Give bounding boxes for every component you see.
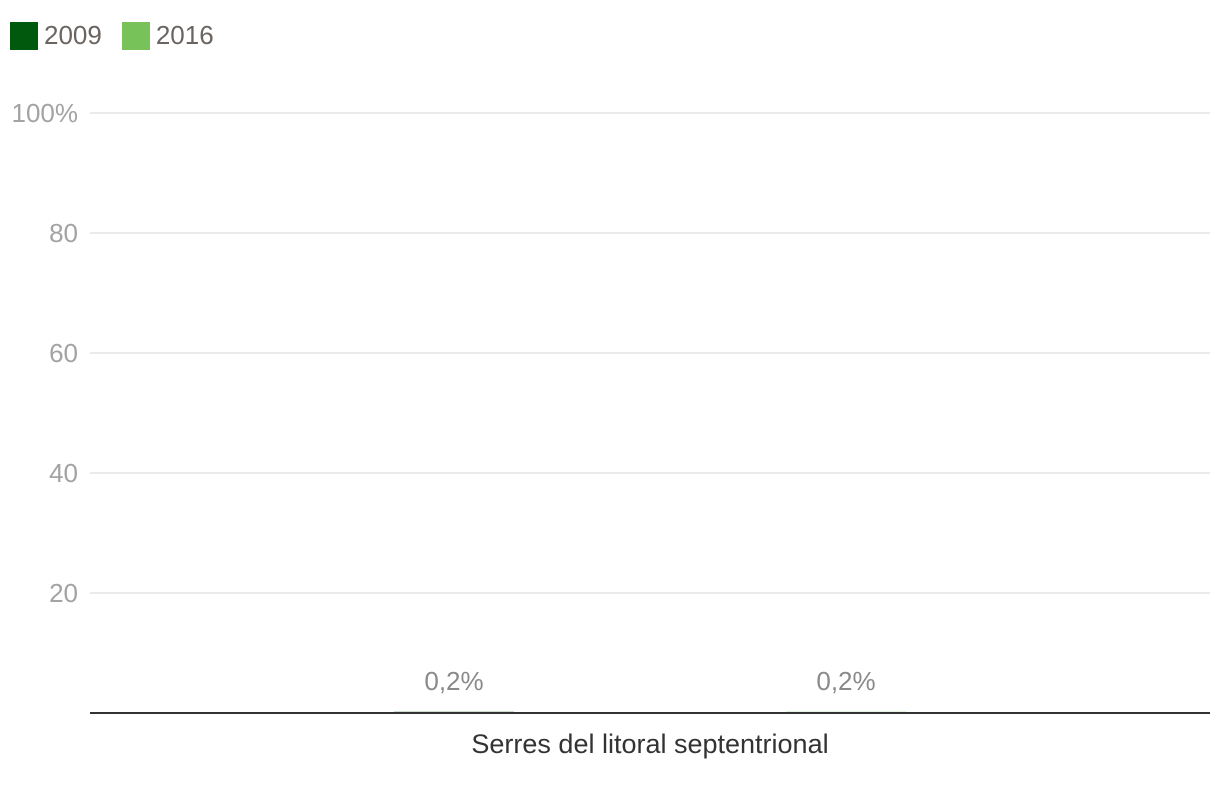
legend-label-2009: 2009 [44,20,102,50]
legend: 2009 2016 [10,20,234,51]
y-tick-label-60: 60 [49,338,78,368]
gridlines [90,112,1210,594]
y-tick-label-80: 80 [49,218,78,248]
y-axis-ticks: 20 40 60 80 100% [12,98,79,608]
category-label: Serres del litoral septentrional [471,729,828,759]
data-label-2016: 0,2% [816,666,875,696]
legend-item-2016[interactable]: 2016 [121,20,214,51]
y-tick-label-100: 100% [12,98,79,128]
data-label-2009: 0,2% [424,666,483,696]
legend-label-2016: 2016 [155,20,214,50]
y-tick-label-40: 40 [49,458,78,488]
legend-swatch-2016 [121,21,150,50]
legend-swatch-2009 [10,21,38,50]
data-labels: 0,2% 0,2% [424,666,875,696]
y-tick-label-20: 20 [49,578,78,608]
legend-item-2009[interactable]: 2009 [10,20,102,51]
x-axis-categories: Serres del litoral septentrional [471,729,828,759]
